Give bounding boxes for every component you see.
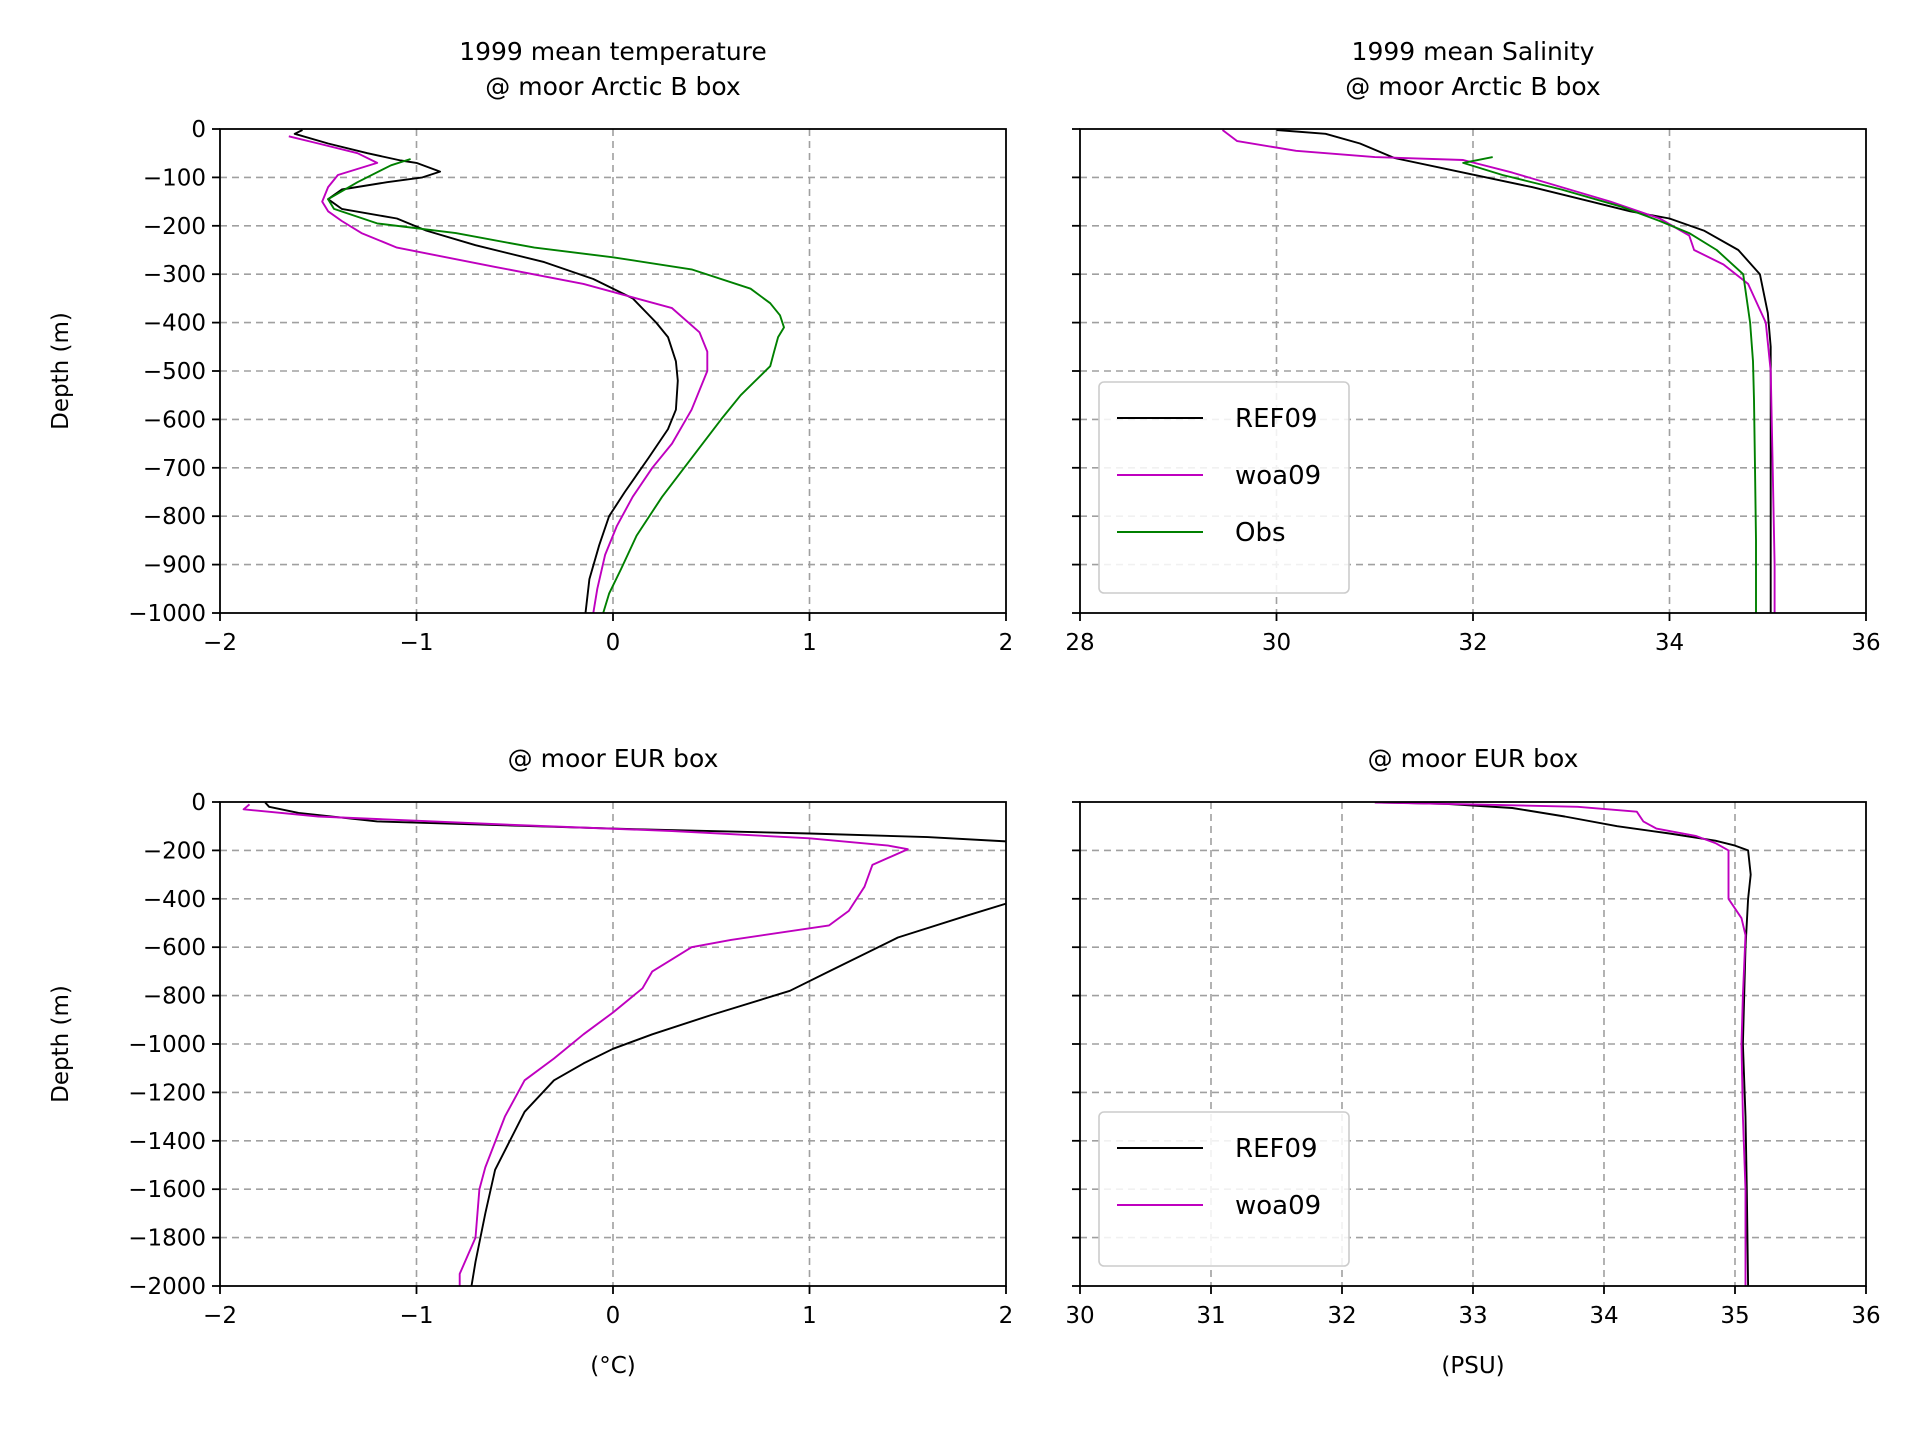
panel-title-line-1: 1999 mean temperature (459, 37, 767, 66)
y-tick-label: −500 (143, 359, 206, 385)
x-tick-label: −1 (400, 630, 434, 656)
legend-label-ref09: REF09 (1235, 1134, 1318, 1164)
legend-frame (1098, 1111, 1350, 1267)
y-tick-label: −1000 (128, 601, 206, 627)
x-axis-label: (°C) (590, 1353, 636, 1379)
y-tick-label: −600 (143, 407, 206, 433)
panel-title-line-1: @ moor EUR box (1368, 744, 1579, 773)
legend-label-ref09: REF09 (1235, 404, 1318, 434)
x-tick-label: 2 (999, 630, 1014, 656)
x-tick-label: 1 (802, 1303, 817, 1329)
x-axis-label: (PSU) (1441, 1353, 1504, 1379)
y-tick-label: −700 (143, 456, 206, 482)
panel-title-line-2: @ moor Arctic B box (1345, 72, 1600, 101)
series-line-ref09 (1381, 802, 1752, 1286)
x-tick-label: −2 (203, 630, 237, 656)
series-line-obs (1462, 156, 1757, 613)
panel-title-line-1: @ moor EUR box (508, 744, 719, 773)
x-tick-label: 28 (1065, 630, 1094, 656)
panel-temperature-arctic: −2 −1 0 1 2 0 −100 −200 −300 −400 −500 −600 −700 −800… (48, 37, 1013, 656)
x-tick-label: 35 (1720, 1303, 1749, 1329)
x-tick-label: 1 (802, 630, 817, 656)
x-tick-label: −1 (400, 1303, 434, 1329)
legend-label-woa09: woa09 (1235, 1191, 1321, 1221)
x-tick-label: 31 (1196, 1303, 1225, 1329)
legend: REF09 woa09 (1098, 1111, 1350, 1267)
y-tick-label: −900 (143, 553, 206, 579)
panel-salinity-eur: 30 31 32 33 34 35 36 @ moor EUR box (PSU) REF0… (1065, 744, 1880, 1379)
series-line-woa09 (288, 135, 709, 613)
x-tick-label: 32 (1458, 630, 1487, 656)
series-line-woa09 (242, 803, 909, 1286)
y-tick-label: −600 (143, 935, 206, 961)
y-tick-label: −1000 (128, 1032, 206, 1058)
x-tick-label: 30 (1262, 630, 1291, 656)
y-tick-label: −200 (143, 214, 206, 240)
x-tick-label: 34 (1655, 630, 1684, 656)
x-tick-label: −2 (203, 1303, 237, 1329)
x-tick-label: 30 (1065, 1303, 1094, 1329)
y-tick-label: −1200 (128, 1080, 206, 1106)
panel-temperature-eur: −2 −1 0 1 2 0 −200 −400 −600 −800 −1000 −1200 −1400 −… (48, 744, 1014, 1379)
series-line-obs (327, 158, 785, 613)
y-tick-label: −1800 (128, 1226, 206, 1252)
legend-label-obs: Obs (1235, 518, 1286, 548)
y-tick-label: −1400 (128, 1129, 206, 1155)
panel-title-line-1: 1999 mean Salinity (1352, 37, 1595, 66)
legend: REF09 woa09 Obs (1098, 381, 1350, 594)
y-tick-label: −400 (143, 887, 206, 913)
x-tick-label: 36 (1851, 630, 1880, 656)
x-tick-label: 2 (999, 1303, 1014, 1329)
y-tick-label: −400 (143, 311, 206, 337)
y-tick-label: −100 (143, 165, 206, 191)
y-tick-label: −300 (143, 262, 206, 288)
series-line-woa09 (1374, 802, 1747, 1286)
x-tick-label: 0 (606, 630, 621, 656)
panel-title-line-2: @ moor Arctic B box (485, 72, 740, 101)
legend-label-woa09: woa09 (1235, 461, 1321, 491)
y-tick-label: 0 (191, 790, 206, 816)
panel-salinity-arctic: 28 30 32 34 36 1999 mean Salinity @ moor Arc… (1065, 37, 1880, 656)
y-tick-label: −800 (143, 504, 206, 530)
x-tick-label: 36 (1851, 1303, 1880, 1329)
y-axis-label: Depth (m) (48, 985, 74, 1103)
y-tick-label: −800 (143, 984, 206, 1010)
x-tick-label: 32 (1327, 1303, 1356, 1329)
x-tick-label: 0 (606, 1303, 621, 1329)
x-tick-label: 33 (1458, 1303, 1487, 1329)
y-tick-label: −1600 (128, 1177, 206, 1203)
y-tick-label: 0 (191, 117, 206, 143)
legend-frame (1098, 381, 1350, 594)
y-tick-label: −200 (143, 838, 206, 864)
x-tick-label: 34 (1589, 1303, 1618, 1329)
y-axis-label: Depth (m) (48, 312, 74, 430)
series-line-ref09 (293, 129, 679, 613)
y-tick-label: −2000 (128, 1274, 206, 1300)
